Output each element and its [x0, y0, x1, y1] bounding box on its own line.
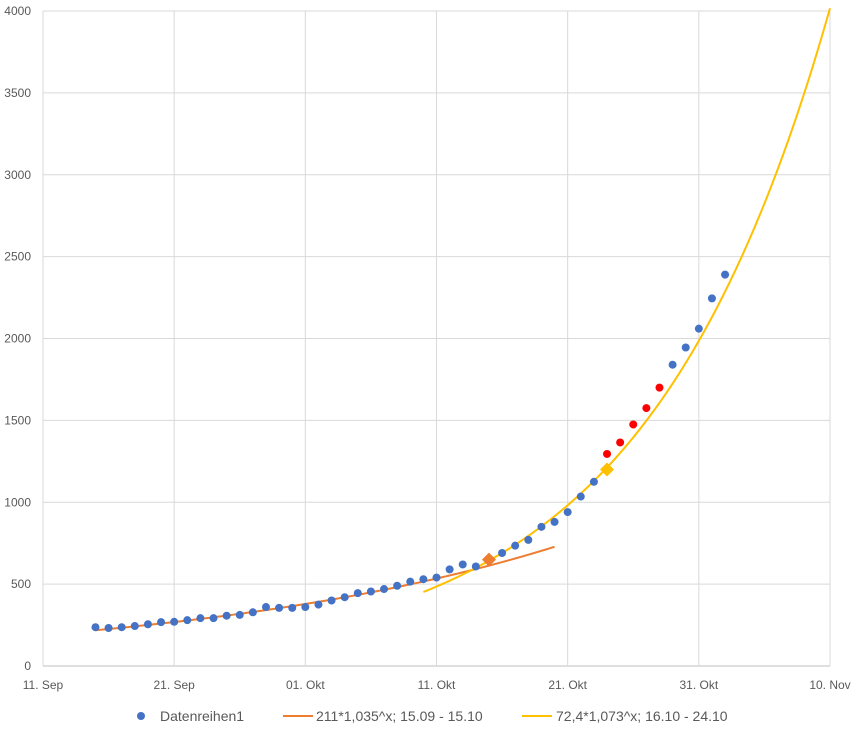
data-point: [301, 603, 310, 612]
data-point: [170, 617, 179, 626]
y-tick-label: 1000: [4, 495, 31, 509]
data-point: [563, 508, 572, 517]
data-point: [130, 622, 139, 631]
data-point: [681, 343, 690, 352]
y-tick-label: 2000: [4, 332, 31, 346]
y-tick-label: 3000: [4, 168, 31, 182]
data-point: [419, 575, 428, 584]
data-point: [117, 623, 126, 632]
x-tick-label: 21. Sep: [153, 678, 195, 692]
data-point: [104, 624, 113, 633]
legend: Datenreihen1 211*1,035^x; 15.09 - 15.10 …: [137, 708, 728, 724]
projection-point: [642, 404, 651, 413]
legend-marker-datenreihen1: [137, 712, 145, 720]
data-point: [406, 577, 415, 586]
grid-lines: [42, 10, 831, 667]
data-point: [537, 522, 546, 531]
x-tick-label: 01. Okt: [286, 678, 325, 692]
legend-label-datenreihen1: Datenreihen1: [160, 708, 244, 724]
y-tick-label: 2500: [4, 250, 31, 264]
x-axis-ticks: 11. Sep 21. Sep 01. Okt 11. Okt 21. Okt 31. O…: [23, 678, 851, 692]
y-tick-label: 0: [24, 659, 31, 673]
projection-point: [655, 383, 664, 392]
y-tick-label: 3500: [4, 86, 31, 100]
trend-lines: [95, 7, 831, 632]
data-point: [432, 573, 441, 582]
data-point: [288, 603, 297, 612]
data-point: [511, 541, 520, 550]
data-point: [91, 623, 100, 632]
legend-label-yellow-fit: 72,4*1,073^x; 16.10 - 24.10: [556, 708, 728, 724]
data-point: [275, 603, 284, 612]
data-point: [445, 565, 454, 574]
data-point: [353, 589, 362, 598]
highlight-diamond-point: [600, 462, 615, 477]
x-tick-label: 21. Okt: [548, 678, 587, 692]
y-tick-label: 4000: [4, 4, 31, 18]
data-point: [576, 492, 585, 501]
data-point: [157, 618, 166, 627]
data-point: [327, 596, 336, 605]
data-point: [248, 608, 257, 617]
y-axis-ticks: 0 500 1000 1500 2000 2500 3000 3500 4000: [4, 4, 31, 673]
data-point: [209, 614, 218, 623]
data-point: [366, 587, 375, 596]
data-point: [550, 517, 559, 526]
data-point: [524, 535, 533, 544]
x-tick-label: 11. Sep: [23, 678, 64, 692]
y-tick-label: 1500: [4, 413, 31, 427]
data-point: [222, 611, 231, 620]
data-point: [498, 549, 507, 558]
data-point: [183, 616, 192, 625]
data-point: [340, 593, 349, 602]
data-point: [143, 620, 152, 629]
legend-label-orange-fit: 211*1,035^x; 15.09 - 15.10: [316, 708, 483, 724]
data-point: [458, 560, 467, 569]
highlight-diamond-point: [481, 552, 496, 567]
data-point: [314, 600, 323, 609]
x-tick-label: 31. Okt: [679, 678, 718, 692]
data-point: [261, 603, 270, 612]
data-point: [471, 562, 480, 571]
data-point: [707, 294, 716, 303]
data-point: [721, 270, 730, 279]
data-point: [393, 581, 402, 590]
data-point: [668, 360, 677, 369]
projection-point: [603, 449, 612, 458]
projection-point: [616, 438, 625, 447]
x-tick-label: 10. Nov: [809, 678, 850, 692]
data-point: [235, 610, 244, 619]
x-tick-label: 11. Okt: [418, 678, 456, 692]
data-markers: [91, 270, 730, 633]
projection-point: [629, 420, 638, 429]
data-point: [196, 614, 205, 623]
data-point: [380, 585, 389, 594]
trend-line-1: [423, 7, 831, 593]
y-tick-label: 500: [11, 577, 31, 591]
data-point: [589, 477, 598, 486]
data-point: [694, 324, 703, 333]
